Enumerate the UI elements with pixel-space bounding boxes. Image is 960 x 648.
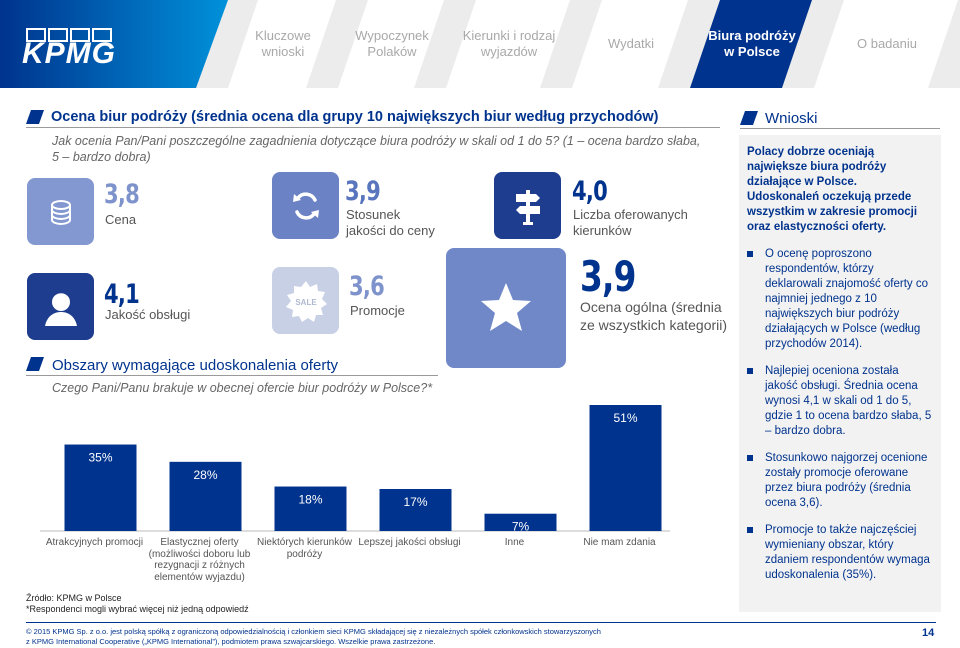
conclusion-bullet: Stosunkowo najgorzej ocenione zostały pr… [747, 451, 933, 511]
nav-tab-3[interactable]: Kierunki i rodzaj wyjazdów [446, 0, 572, 88]
refresh-arrows-icon [292, 191, 319, 220]
bar-value-label: 7% [512, 520, 530, 534]
score-price: 3,8 [104, 179, 140, 210]
section-marker-icon [740, 111, 758, 125]
nav-tab-label: Kierunki i rodzaj wyjazdów [462, 28, 556, 59]
nav-tab-label: Kluczowe wnioski [255, 28, 311, 59]
category-label: Atrakcyjnych promocji [45, 537, 144, 548]
copyright: © 2015 KPMG Sp. z o.o. jest polską spółk… [26, 627, 601, 647]
conclusions-title: Wnioski [765, 110, 818, 127]
nav-tab-5[interactable]: Biura podróży w Polsce [690, 0, 814, 88]
star-icon [481, 283, 531, 331]
conclusion-bullet-text: O ocenę poproszono respondentów, którzy … [765, 248, 928, 350]
bar-value-label: 18% [298, 493, 322, 507]
nav-tab-background [690, 0, 812, 88]
label-destinations: Liczba oferowanych kierunków [573, 207, 688, 238]
refresh-tile [272, 172, 339, 239]
ratings-question: Jak ocenia Pan/Pani poszczególne zagadni… [52, 134, 701, 164]
logo: KPMG [0, 0, 228, 88]
category-label: Nie mam zdania [583, 537, 656, 548]
score-value-for-money: 3,9 [345, 176, 381, 207]
nav-tab-6[interactable]: O badaniu [814, 0, 960, 88]
conclusion-bullet: O ocenę poproszono respondentów, którzy … [747, 247, 933, 352]
label-price: Cena [105, 212, 137, 227]
bar-value-label: 28% [193, 468, 217, 482]
sale-tile: SALE [272, 267, 339, 334]
star-tile [446, 248, 566, 368]
category-label: Lepszej jakości obsługi [358, 537, 461, 548]
logo-text: KPMG [22, 37, 116, 70]
nav-tab-background [228, 0, 336, 88]
nav-tab-2[interactable]: Wypoczynek Polaków [338, 0, 446, 88]
conclusion-bullet-text: Najlepiej oceniona została jakość obsług… [765, 365, 932, 437]
score-overall: 3,9 [580, 252, 636, 301]
bar-6 [589, 405, 662, 531]
category-label: Niektórych kierunków podróży [256, 537, 353, 560]
signpost-icon [515, 189, 540, 225]
section-marker-icon [26, 357, 44, 371]
conclusion-bullet: Promocje to także najczęściej wymieniany… [747, 523, 933, 583]
label-overall: Ocena ogólna (średnia ze wszystkich kate… [580, 299, 728, 333]
ratings-divider [26, 127, 720, 128]
sale-badge-text: SALE [295, 298, 317, 307]
conclusion-bullet-text: Stosunkowo najgorzej ocenione zostały pr… [765, 452, 928, 509]
bullet-square-icon [747, 527, 753, 533]
ratings-title: Ocena biur podróży (średnia ocena dla gr… [51, 109, 659, 125]
conclusions-panel: Polacy dobrze oceniają największe biura … [739, 135, 941, 612]
nav-tab-label: Wydatki [607, 36, 655, 51]
logo-boxes-icon [26, 28, 112, 42]
conclusions-divider [740, 128, 940, 129]
source-note: Źródło: KPMG w Polsce [26, 593, 122, 603]
bar-3 [274, 486, 347, 531]
copyright-line-2: z KPMG International Cooperative („KPMG … [26, 637, 436, 646]
sale-badge-icon: SALE [285, 280, 327, 322]
improvements-question: Czego Pani/Panu brakuje w obecnej oferci… [52, 381, 433, 395]
improvements-title: Obszary wymagające udoskonalenia oferty [52, 357, 338, 374]
bar-value-label: 17% [403, 495, 427, 509]
nav-tab-1[interactable]: Kluczowe wnioski [228, 0, 338, 88]
footer-divider [26, 622, 936, 623]
label-value-for-money: Stosunek jakości do ceny [346, 207, 435, 238]
coins-icon [50, 199, 71, 225]
bar-value-label: 35% [88, 451, 112, 465]
agent-tile [27, 273, 94, 340]
nav-tab-background [338, 0, 444, 88]
headset-agent-icon [44, 290, 77, 326]
conclusion-bullet: Najlepiej oceniona została jakość obsług… [747, 364, 933, 439]
top-navigation: KPMG Kluczowe wnioski Wypoczynek Polaków K… [0, 0, 960, 88]
score-service: 4,1 [104, 279, 140, 310]
category-label: Inne [504, 537, 525, 548]
signpost-tile [494, 172, 561, 239]
nav-tab-label: O badaniu [857, 36, 917, 51]
nav-tab-background [446, 0, 570, 88]
nav-tab-label: Wypoczynek Polaków [355, 28, 429, 59]
copyright-line-1: © 2015 KPMG Sp. z o.o. jest polską spółk… [26, 627, 601, 636]
category-label: Elastycznej oferty (możliwości doboru lu… [148, 537, 251, 583]
coins-tile [27, 178, 94, 245]
nav-tab-background [572, 0, 688, 88]
conclusions-intro: Polacy dobrze oceniają największe biura … [747, 146, 918, 233]
conclusion-bullet-text: Promocje to także najczęściej wymieniany… [765, 524, 930, 581]
bar-5 [484, 513, 557, 531]
bullet-square-icon [747, 455, 753, 461]
logo-background [0, 0, 228, 88]
respondents-note: *Respondenci mogli wybrać więcej niż jed… [26, 604, 249, 614]
nav-tab-4[interactable]: Wydatki [572, 0, 690, 88]
section-marker-icon [26, 110, 44, 124]
improvements-bar-chart: 35% 28% 18% 17% 7% 51% [40, 405, 670, 534]
page-number: 14 [922, 627, 935, 639]
label-service: Jakość obsługi [105, 307, 191, 322]
bullet-square-icon [747, 368, 753, 374]
bar-4 [379, 489, 452, 531]
bar-value-label: 51% [613, 411, 637, 425]
label-promotions: Promocje [350, 303, 405, 318]
bar-1 [64, 444, 137, 531]
score-promotions: 3,6 [349, 271, 385, 302]
bullet-square-icon [747, 251, 753, 257]
bar-2 [169, 461, 242, 531]
nav-tab-background [814, 0, 958, 88]
improvements-divider [26, 375, 438, 376]
nav-tab-label: Biura podróży w Polsce [708, 28, 796, 59]
score-destinations: 4,0 [572, 176, 608, 207]
